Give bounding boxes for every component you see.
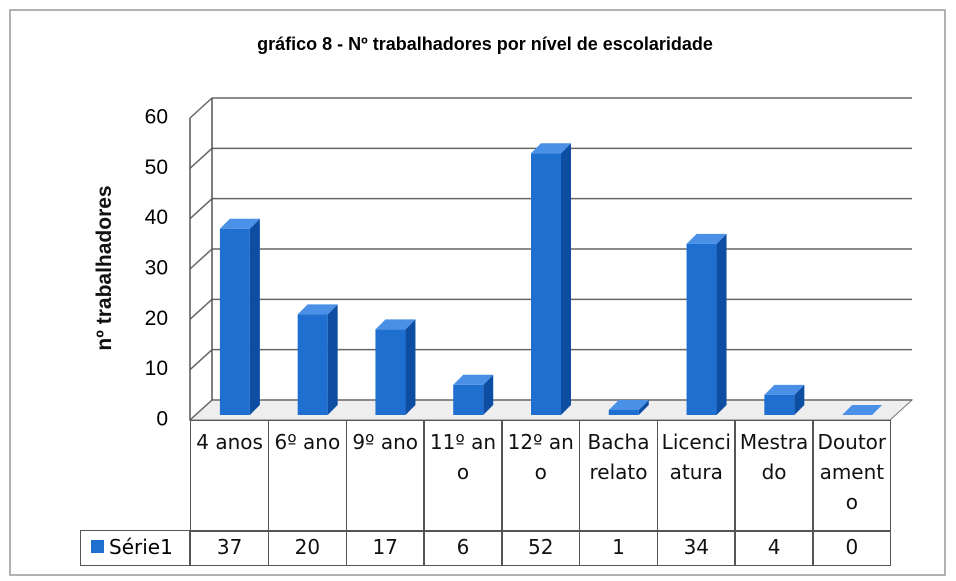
- grid-line: [189, 298, 213, 320]
- data-table-value: 1: [578, 530, 659, 566]
- y-tick-label: 30: [145, 257, 168, 280]
- x-tick-label: 11º ano: [423, 420, 503, 532]
- grid-line: [189, 248, 213, 270]
- bar-top: [453, 374, 494, 385]
- bar: [764, 394, 795, 415]
- x-tick-label: Mestrado: [734, 420, 814, 532]
- bar-side: [405, 319, 416, 415]
- data-table-value: 52: [501, 530, 581, 566]
- bar-top: [686, 233, 727, 244]
- grid-line: [189, 147, 213, 169]
- legend: Série1: [80, 530, 190, 566]
- y-tick-label: 50: [145, 156, 168, 179]
- y-axis-title: nº trabalhadores: [93, 185, 116, 351]
- bar: [375, 329, 406, 415]
- bar-top: [297, 304, 338, 315]
- y-tick-label: 0: [156, 408, 168, 431]
- bar-side: [327, 304, 338, 415]
- bar-side: [794, 384, 805, 415]
- bar-side: [638, 399, 649, 415]
- bar-side: [249, 218, 260, 415]
- y-tick-label: 10: [145, 357, 168, 380]
- bar-top: [764, 384, 805, 395]
- x-tick-label: Bacharelato: [578, 420, 659, 532]
- data-table-value: 4: [734, 530, 814, 566]
- grid-line: [189, 349, 213, 371]
- x-tick-label: 12º ano: [501, 420, 581, 532]
- y-tick-label: 60: [145, 106, 168, 129]
- bar-top: [608, 399, 649, 410]
- bar-top: [842, 405, 883, 415]
- x-tick-label: 6º ano: [267, 420, 348, 532]
- x-tick-label: Doutoramento: [812, 420, 892, 532]
- data-table-value: 0: [812, 530, 892, 566]
- y-tick-label: 40: [145, 206, 168, 229]
- chart-border: [9, 9, 946, 576]
- bar-side: [561, 143, 571, 415]
- bar-side: [716, 233, 727, 415]
- bar: [608, 409, 639, 415]
- bar: [219, 228, 250, 415]
- bar: [686, 243, 717, 415]
- grid-line: [189, 97, 213, 119]
- data-table-value: 17: [345, 530, 425, 566]
- y-tick-label: 20: [145, 307, 168, 330]
- bar: [297, 314, 328, 415]
- grid-line: [189, 198, 213, 220]
- x-tick-label: 4 anos: [190, 420, 270, 532]
- legend-label: Série1: [109, 535, 173, 559]
- data-table-value: 34: [656, 530, 736, 566]
- bar-top: [531, 143, 571, 154]
- bar-top: [375, 319, 416, 330]
- chart-title: gráfico 8 - Nº trabalhadores por nível d…: [257, 34, 713, 54]
- data-table-value: 20: [267, 530, 348, 566]
- legend-swatch: [91, 540, 104, 553]
- data-table-value: 6: [423, 530, 503, 566]
- bar-side: [483, 374, 494, 415]
- bar-top: [219, 218, 260, 229]
- x-tick-label: Licenciatura: [656, 420, 736, 532]
- x-tick-label: 9º ano: [345, 420, 425, 532]
- data-table-value: 37: [190, 530, 270, 566]
- bar: [453, 384, 484, 415]
- grid-line: [189, 399, 213, 421]
- bar: [531, 153, 561, 415]
